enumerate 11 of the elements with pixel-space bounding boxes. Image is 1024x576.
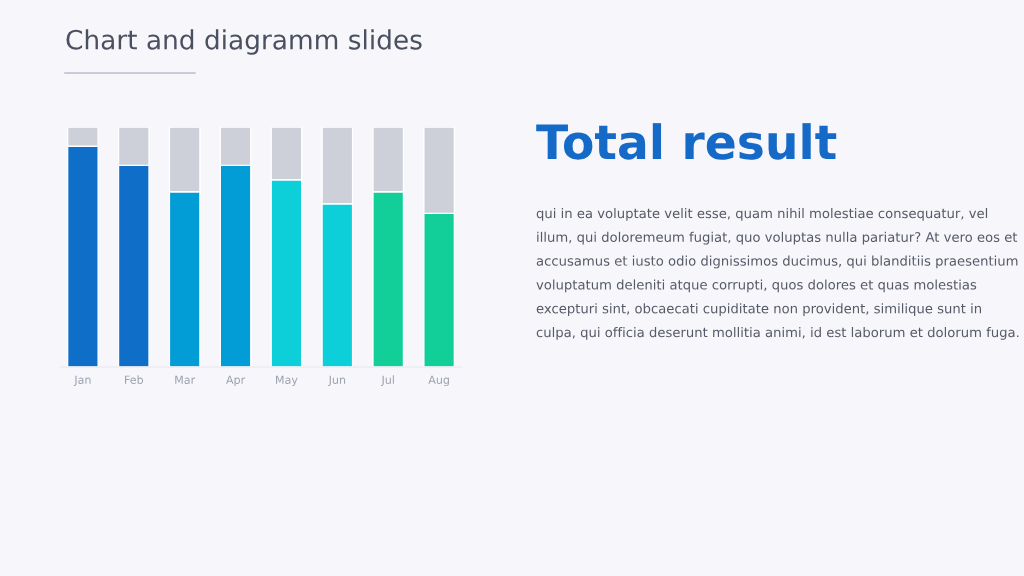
text: Total result (536, 123, 837, 160)
x-tick-label: May (276, 375, 298, 387)
x-tick-label: Apr (226, 375, 246, 387)
chart-title: Chart and diagramm slides (66, 29, 422, 55)
x-tick-label: Aug (428, 375, 449, 387)
x-tick-label: Mar (175, 375, 196, 384)
x-tick-label: Jul (380, 375, 394, 386)
x-tick-label: Jan (73, 375, 91, 386)
x-tick-label: Feb (125, 375, 144, 384)
text: qui in ea voluptate velit esse, quam nihil molestiae consequatur, vel illum, qui doloremeum fugiat, quo voluptas nulla pariatur? At vero eos et accusamus et iusto odio dignissimos ducimus, qui blanditiis praesentium voluptatum deleniti atque corrupti, quos dolores et quas molestias excepturi sint, obcaecati cupiditate non provident, similique sunt in culpa, qui officia deserunt mollitia animi, id est laborum et dolorum fuga. (536, 208, 1019, 340)
x-tick-label: Jun (328, 375, 346, 386)
